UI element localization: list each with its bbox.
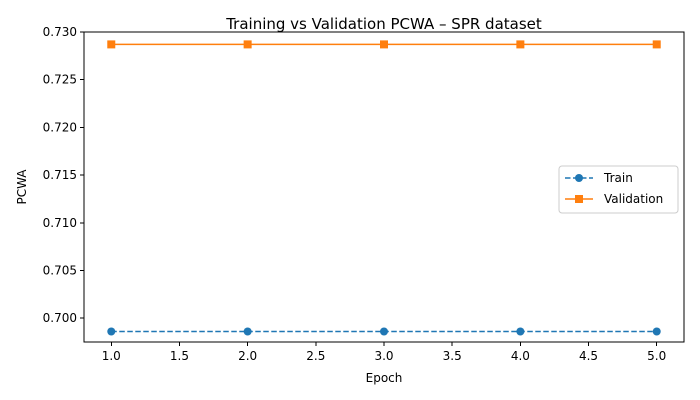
x-axis: 1.0 1.5 2.0 2.5 3.0 3.5 4.0 4.5 5.0	[102, 342, 666, 363]
x-tick-label: 2.5	[306, 349, 325, 363]
x-tick-label: 4.0	[511, 349, 530, 363]
data-point-validation	[516, 40, 525, 49]
series-train	[107, 327, 661, 336]
x-tick-label: 1.0	[102, 349, 121, 363]
y-tick-label: 0.725	[43, 73, 77, 87]
x-tick-label: 3.0	[374, 349, 393, 363]
plot-series	[107, 40, 661, 336]
y-axis: 0.700 0.705 0.710 0.715 0.720 0.725 0.730	[43, 25, 84, 325]
y-tick-label: 0.700	[43, 311, 77, 325]
x-tick-label: 2.0	[238, 349, 257, 363]
legend-label: Validation	[604, 192, 663, 206]
legend-marker	[575, 174, 583, 182]
x-axis-title: Epoch	[366, 371, 403, 385]
data-point-train	[107, 327, 116, 336]
legend: Train Validation	[558, 165, 679, 214]
legend-label: Train	[603, 171, 633, 185]
data-point-validation	[380, 40, 388, 49]
y-tick-label: 0.720	[43, 120, 77, 134]
y-axis-title: PCWA	[15, 169, 29, 205]
data-point-train	[243, 327, 252, 336]
chart-title: Training vs Validation PCWA – SPR datase…	[225, 15, 542, 33]
x-tick-label: 4.5	[579, 349, 598, 363]
data-point-validation	[243, 40, 252, 49]
legend-marker	[575, 195, 583, 203]
x-tick-label: 3.5	[443, 349, 462, 363]
legend-item-validation: Validation	[565, 192, 663, 206]
data-point-train	[380, 327, 388, 336]
y-tick-label: 0.710	[43, 216, 77, 230]
y-tick-label: 0.730	[43, 25, 77, 39]
x-tick-label: 5.0	[647, 349, 666, 363]
data-point-train	[516, 327, 525, 336]
x-tick-label: 1.5	[170, 349, 189, 363]
data-point-validation	[107, 40, 116, 49]
legend-box	[558, 165, 679, 214]
plot-frame	[83, 31, 685, 343]
legend-item-train: Train	[565, 171, 633, 185]
y-tick-label: 0.715	[43, 168, 77, 182]
y-tick-label: 0.705	[43, 263, 77, 277]
series-validation	[107, 40, 661, 49]
data-point-validation	[652, 40, 661, 49]
data-point-train	[652, 327, 661, 336]
